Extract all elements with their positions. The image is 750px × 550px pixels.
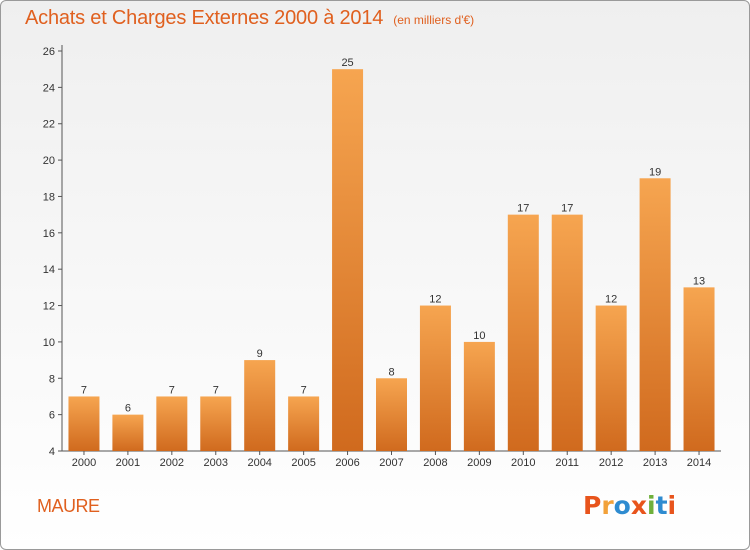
data-label: 13 — [693, 275, 705, 287]
bar — [595, 305, 627, 451]
data-label: 7 — [169, 384, 175, 396]
x-tick-label: 2007 — [379, 457, 403, 469]
y-tick-label: 14 — [43, 264, 55, 276]
bar — [507, 214, 539, 451]
chart-title: Achats et Charges Externes 2000 à 2014 — [25, 7, 384, 29]
x-tick-label: 2002 — [160, 457, 184, 469]
x-tick-label: 2014 — [687, 457, 711, 469]
logo-letter: P — [583, 491, 602, 520]
logo-letter: x — [630, 491, 647, 520]
data-label: 17 — [561, 203, 573, 215]
data-label: 12 — [429, 294, 441, 306]
bar — [200, 396, 232, 451]
y-tick-label: 26 — [43, 46, 55, 58]
x-tick-label: 2006 — [335, 457, 359, 469]
y-tick-label: 20 — [43, 155, 55, 167]
data-label: 17 — [517, 203, 529, 215]
data-label: 12 — [605, 294, 617, 306]
bar — [112, 414, 144, 451]
x-tick-label: 2008 — [423, 457, 447, 469]
bar — [463, 341, 495, 451]
y-tick-label: 8 — [49, 373, 55, 385]
bar — [288, 396, 320, 451]
data-label: 8 — [388, 366, 394, 378]
y-tick-label: 16 — [43, 228, 55, 240]
commune-name: MAURE — [37, 496, 100, 516]
data-label: 7 — [301, 384, 307, 396]
y-tick-label: 6 — [49, 410, 55, 422]
bar — [332, 69, 364, 451]
logo-letter: o — [613, 491, 631, 520]
y-tick-label: 12 — [43, 301, 55, 313]
x-tick-label: 2013 — [643, 457, 667, 469]
bar — [639, 178, 671, 452]
x-tick-label: 2009 — [467, 457, 491, 469]
y-tick-label: 4 — [49, 446, 55, 458]
data-label: 9 — [257, 348, 263, 360]
bar — [419, 305, 451, 451]
x-tick-label: 2003 — [204, 457, 228, 469]
logo-letter: r — [601, 491, 614, 520]
bar — [244, 360, 276, 451]
bar — [376, 378, 407, 451]
bar — [683, 287, 715, 451]
data-label: 7 — [81, 384, 87, 396]
data-label: 6 — [125, 403, 131, 415]
y-tick-label: 18 — [43, 191, 55, 203]
x-tick-label: 2005 — [291, 457, 315, 469]
bar — [156, 396, 188, 451]
data-label: 19 — [649, 166, 661, 178]
y-tick-label: 22 — [43, 119, 55, 131]
proxiti-logo[interactable]: Proxiti — [583, 491, 676, 520]
x-tick-label: 2004 — [247, 457, 271, 469]
logo-letter: i — [647, 491, 656, 520]
chart-subtitle: (en milliers d'€) — [393, 13, 475, 27]
y-tick-label: 24 — [43, 82, 55, 94]
data-label: 25 — [341, 57, 353, 69]
y-tick-label: 10 — [43, 337, 55, 349]
bar — [551, 214, 583, 451]
x-tick-label: 2000 — [72, 457, 96, 469]
title-row: Achats et Charges Externes 2000 à 2014 (e… — [25, 7, 474, 30]
logo-letter: i — [667, 491, 677, 520]
logo-letter: t — [655, 491, 668, 520]
x-tick-label: 2010 — [511, 457, 535, 469]
data-label: 7 — [213, 384, 219, 396]
data-label: 10 — [473, 330, 485, 342]
x-tick-label: 2012 — [599, 457, 623, 469]
x-tick-label: 2011 — [555, 457, 579, 469]
bar — [68, 396, 100, 451]
x-tick-label: 2001 — [116, 457, 140, 469]
